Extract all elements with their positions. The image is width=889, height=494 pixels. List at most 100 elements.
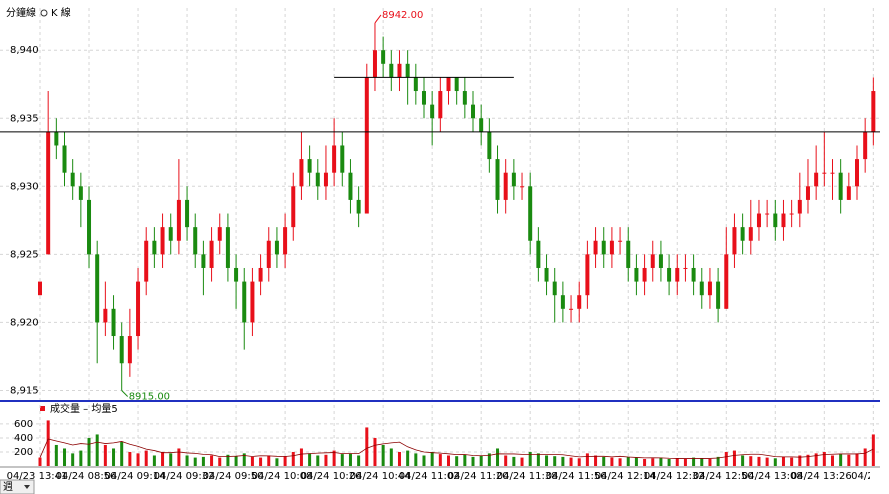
candle-body <box>479 118 484 132</box>
volume-bar <box>422 455 426 466</box>
candle-body <box>136 281 141 337</box>
volume-bar <box>438 454 442 466</box>
volume-bar <box>553 456 557 466</box>
candle-body <box>503 172 508 200</box>
y-tick-label: 8,930 <box>10 181 39 192</box>
candle-body <box>217 227 222 241</box>
x-tick-label: 04/24 09:32 <box>154 471 215 482</box>
annotation: 8915.00 <box>129 391 170 402</box>
candle-body <box>283 227 288 255</box>
x-tick-label: 04/24 11:20 <box>448 471 509 482</box>
candle-body <box>225 227 230 268</box>
volume-bar <box>659 457 663 466</box>
volume-bar <box>847 454 851 466</box>
volume-bar <box>700 458 704 466</box>
annotation: 8942.00 <box>382 10 423 21</box>
candle-body <box>299 159 304 187</box>
volume-bar <box>79 450 83 466</box>
volume-bar <box>95 434 99 466</box>
candle-body <box>495 159 500 200</box>
x-tick-label: 04/24 13:08 <box>742 471 803 482</box>
volume-bar <box>201 456 205 466</box>
candle-body <box>618 240 623 242</box>
period-label[interactable]: 週 <box>3 481 13 493</box>
candle-body <box>323 172 328 187</box>
candle-body <box>176 199 181 241</box>
candle-body <box>389 63 394 78</box>
candle-body <box>536 240 541 268</box>
volume-bar <box>830 455 834 466</box>
candle-body <box>756 213 761 228</box>
volume-bar <box>316 455 320 466</box>
volume-bar <box>373 437 377 466</box>
candle-body <box>732 227 737 255</box>
volume-bar <box>128 451 132 466</box>
volume-ma-line <box>39 438 874 459</box>
tab-minute[interactable]: 分鐘線 <box>6 6 36 19</box>
volume-bar <box>716 456 720 466</box>
volume-bar <box>496 448 500 466</box>
y-tick-label: 8,925 <box>10 249 39 260</box>
volume-bar <box>822 451 826 466</box>
volume-bar <box>455 456 459 466</box>
volume-bar <box>806 454 810 466</box>
candle-body <box>471 104 476 119</box>
volume-bar <box>732 450 736 466</box>
x-tick-label: 04/24 1 <box>851 471 889 482</box>
radio[interactable] <box>40 9 48 17</box>
candle-body <box>127 336 132 364</box>
candle-body <box>560 295 565 309</box>
candle-body <box>511 172 516 187</box>
candle-body <box>234 267 239 282</box>
volume-bar <box>626 456 630 466</box>
volume-bar <box>871 434 875 466</box>
volume-bar <box>381 444 385 466</box>
y-tick-label: 8,915 <box>10 385 39 396</box>
candle-body <box>364 77 369 214</box>
volume-bar <box>741 455 745 466</box>
volume-bar <box>54 444 58 466</box>
volume-bar <box>267 455 271 466</box>
candle-body <box>593 240 598 255</box>
volume-bar <box>504 455 508 466</box>
volume-bar <box>708 458 712 466</box>
candle-body <box>822 172 827 174</box>
volume-bar <box>757 456 761 466</box>
candle-body <box>111 308 116 337</box>
volume-bar <box>389 448 393 466</box>
candle-body <box>70 172 75 187</box>
candle-body <box>209 240 214 268</box>
candle-body <box>152 240 157 255</box>
volume-bar <box>136 453 140 466</box>
volume-bar <box>283 456 287 466</box>
candle-body <box>716 281 721 309</box>
legend-swatch <box>40 406 45 411</box>
candle-body <box>62 145 67 173</box>
volume-bar <box>185 455 189 466</box>
volume-bar <box>683 458 687 466</box>
candle-body <box>54 131 59 146</box>
candle-body <box>667 267 672 282</box>
candle-body <box>274 240 279 255</box>
candle-body <box>789 213 794 215</box>
candle-body <box>838 172 843 200</box>
candle-body <box>266 240 271 268</box>
volume-bar <box>447 455 450 466</box>
volume-bar <box>798 455 802 466</box>
candle-body <box>830 172 835 174</box>
candle-body <box>185 199 190 228</box>
dropdown-arrow[interactable] <box>24 485 30 489</box>
candle-body <box>103 308 108 323</box>
candle-body <box>87 199 92 255</box>
x-tick-label: 04/23 13:41 <box>7 471 68 482</box>
tab-k[interactable]: K 線 <box>51 6 71 19</box>
period-select[interactable] <box>0 479 35 494</box>
volume-bar <box>675 458 679 466</box>
volume-bar <box>839 454 843 466</box>
candle-body <box>642 267 647 282</box>
volume-bar <box>112 448 116 466</box>
volume-bar <box>487 453 491 466</box>
volume-bar <box>414 453 418 466</box>
